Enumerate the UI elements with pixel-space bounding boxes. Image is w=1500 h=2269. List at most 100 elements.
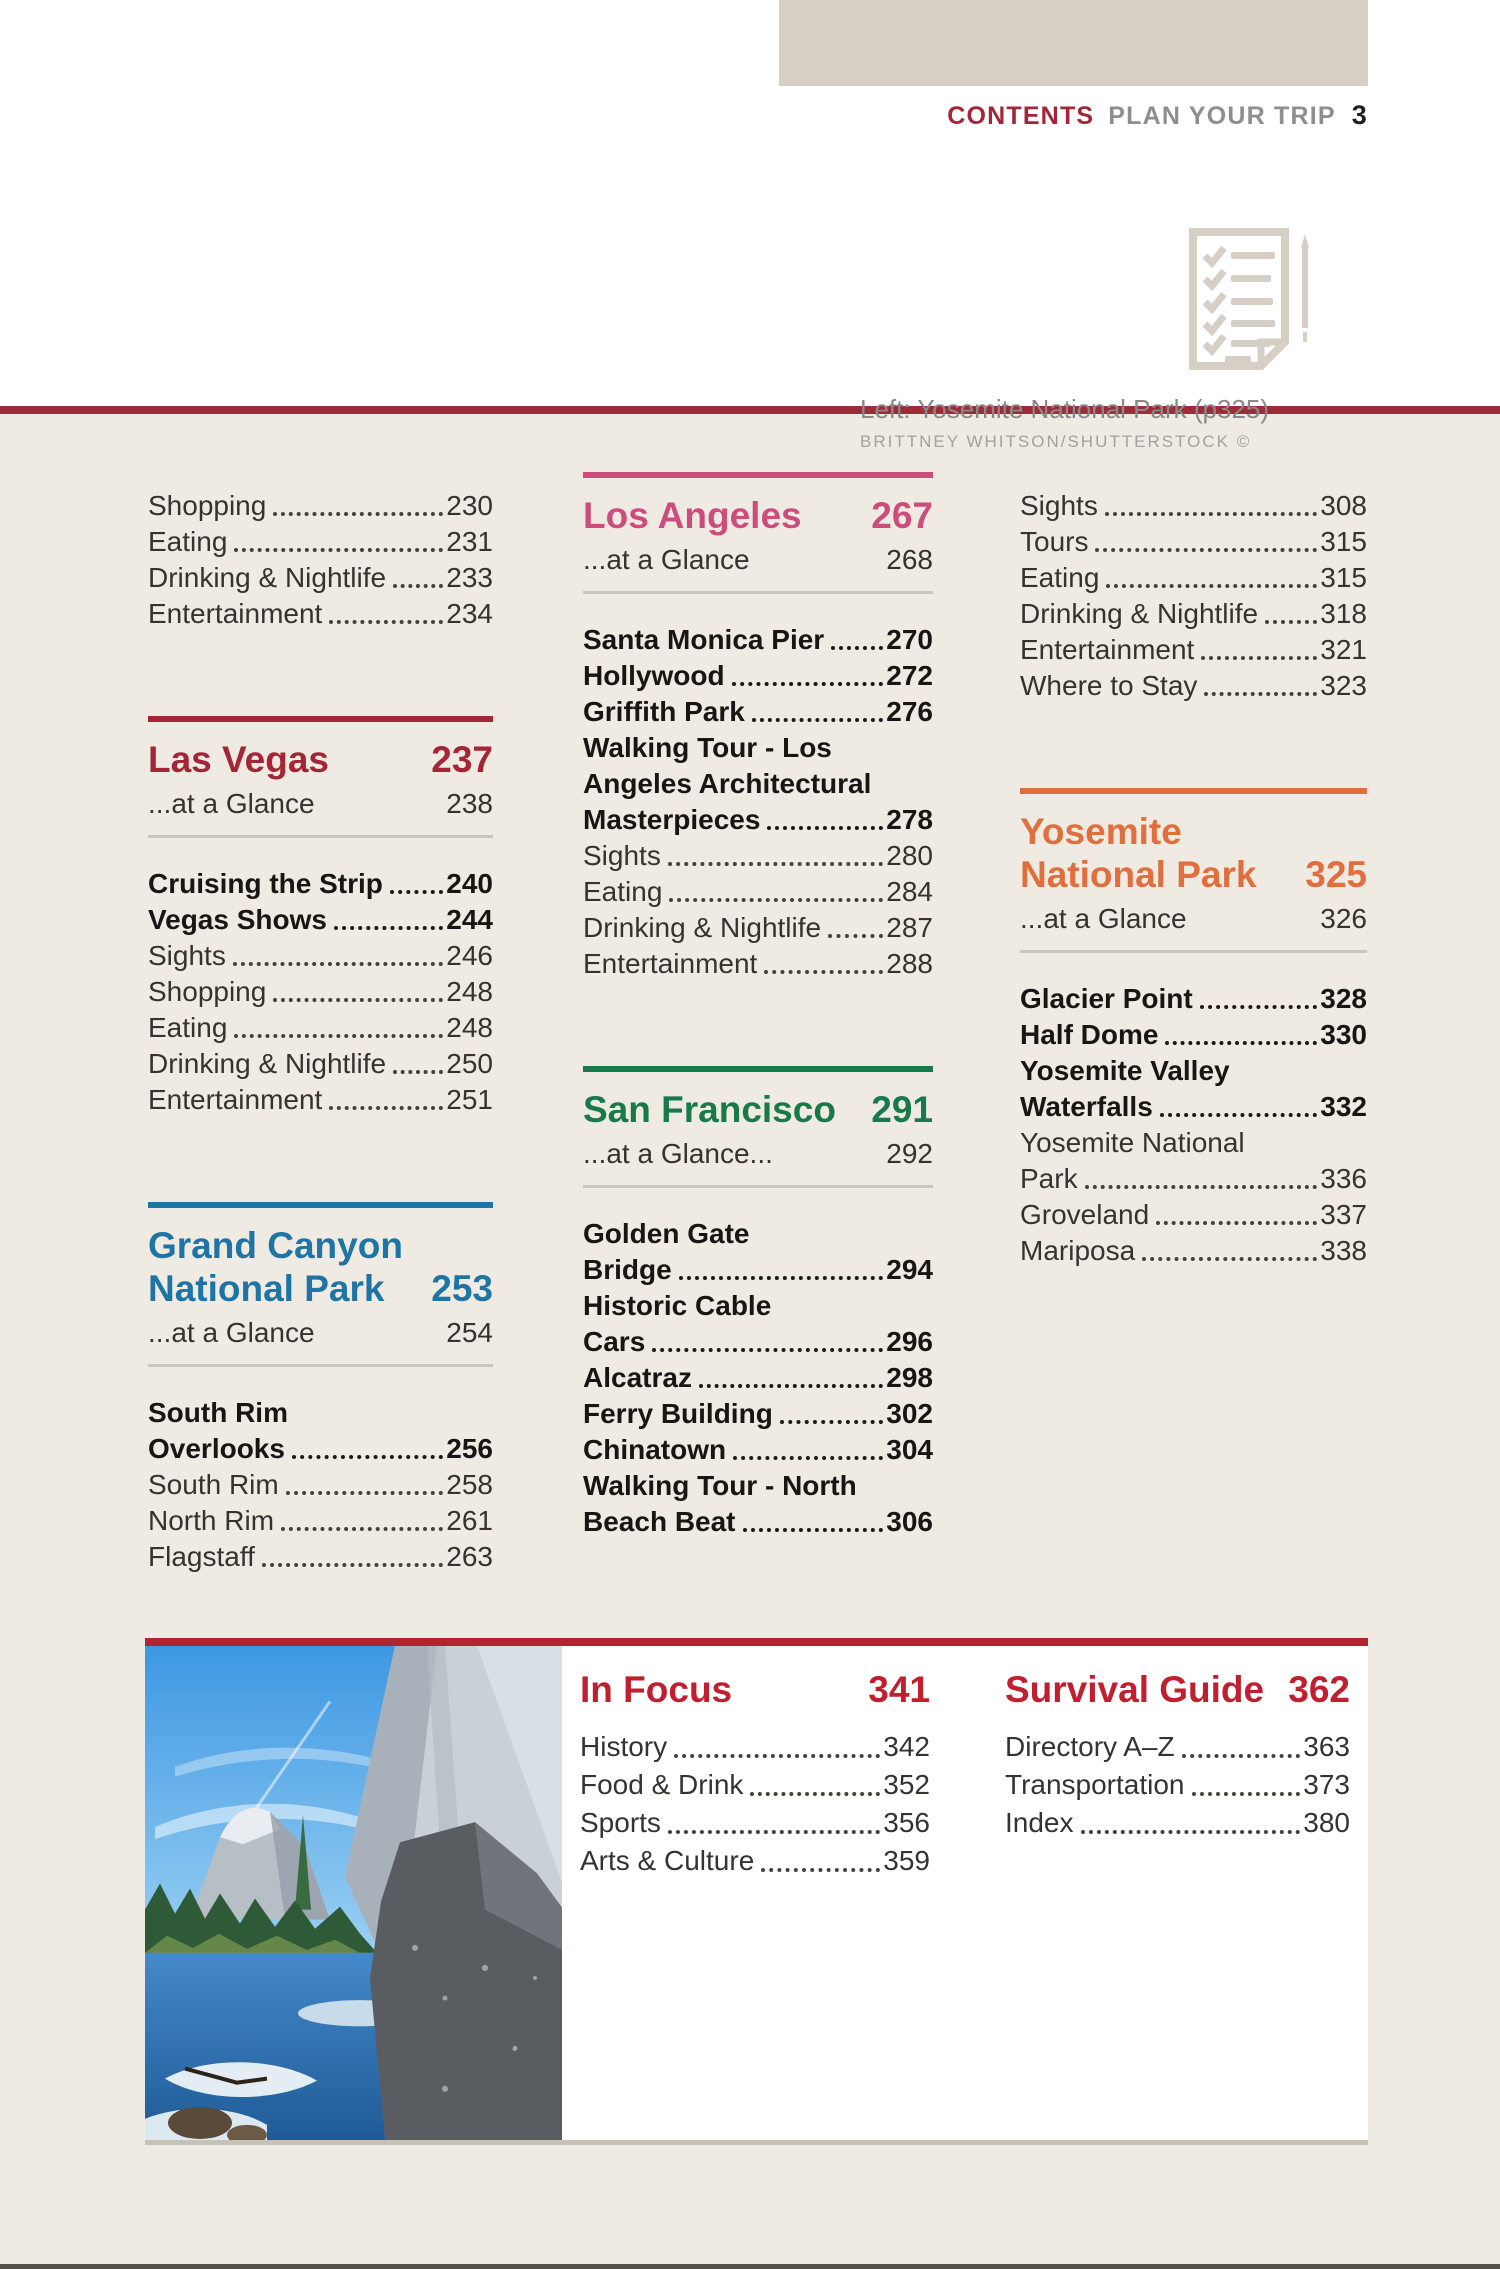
toc-entry-page: 306 — [886, 1506, 933, 1537]
dot-leader — [698, 1384, 884, 1388]
toc-entry: Eating 315 — [1020, 560, 1367, 596]
dot-leader — [1080, 1830, 1301, 1834]
toc-entry-label: Food & Drink — [580, 1769, 744, 1800]
toc-entry-page: 308 — [1320, 490, 1367, 521]
toc-entry: Sports 356 — [580, 1804, 930, 1842]
at-a-glance-row: ...at a Glance... 292 — [583, 1135, 933, 1173]
toc-entry-page: 288 — [886, 948, 933, 979]
toc-entry: Sights 246 — [148, 938, 493, 974]
toc-entry-label: Glacier Point — [1020, 983, 1193, 1014]
toc-entry: Yosemite Valley Waterfalls 332 — [1020, 1053, 1367, 1125]
toc-section-heading: Las Vegas 237 ...at a Glance 238 — [148, 716, 493, 838]
toc-entry: Cruising the Strip 240 — [148, 866, 493, 902]
toc-entry: Tours 315 — [1020, 524, 1367, 560]
toc-entry-page: 296 — [886, 1326, 933, 1357]
toc-entry-label: Shopping — [148, 490, 267, 521]
dot-leader — [1084, 1185, 1318, 1189]
toc-entry-label: Sports — [580, 1807, 661, 1838]
toc-entry: Where to Stay 323 — [1020, 668, 1367, 704]
survival-guide-title: Survival Guide 362 — [1005, 1668, 1350, 1712]
dot-leader — [779, 1420, 884, 1424]
toc-entry: Ferry Building 302 — [583, 1396, 933, 1432]
toc-entry-page: 250 — [446, 1048, 493, 1079]
dot-leader — [393, 1070, 444, 1074]
dot-leader — [273, 512, 444, 516]
dot-leader — [329, 620, 444, 624]
dot-leader — [273, 998, 444, 1002]
toc-entry-label: Tours — [1020, 526, 1089, 557]
toc-entry-page: 304 — [886, 1434, 933, 1465]
section-title: Grand Canyon National Park 253 — [148, 1224, 493, 1310]
toc-entry-label-line: Historic Cable — [583, 1290, 772, 1321]
toc-entry-label: Drinking & Nightlife — [1020, 598, 1259, 629]
toc-column-1: Shopping 230 Eating 231 Drinking & Nightlife… — [148, 488, 493, 1575]
toc-entry: Walking Tour - Los Angeles Architectural M… — [583, 730, 933, 838]
toc-entry: Santa Monica Pier 270 — [583, 622, 933, 658]
dot-leader — [281, 1527, 444, 1531]
in-focus-page: 341 — [868, 1669, 930, 1710]
toc-entry-line: Sports 356 — [580, 1804, 930, 1842]
glance-divider-rule — [583, 1185, 933, 1188]
toc-entry-label: North Rim — [148, 1505, 275, 1536]
toc-entry-page: 323 — [1320, 670, 1367, 701]
toc-entry: Vegas Shows 244 — [148, 902, 493, 938]
toc-entry: Food & Drink 352 — [580, 1766, 930, 1804]
toc-entry: Drinking & Nightlife 233 — [148, 560, 493, 596]
toc-entry-label: Eating — [148, 1012, 228, 1043]
toc-entry-label-line: Yosemite Valley — [1020, 1055, 1230, 1086]
dot-leader — [1201, 656, 1318, 660]
toc-entry-label: Park — [1020, 1163, 1078, 1194]
toc-entry-label: Eating — [1020, 562, 1100, 593]
toc-entry-line: Chinatown 304 — [583, 1432, 933, 1468]
toc-entry-line: Shopping 248 — [148, 974, 493, 1010]
section-accent-rule — [1020, 788, 1367, 794]
toc-entry-page: 231 — [446, 526, 493, 557]
toc-entry: South Rim 258 — [148, 1467, 493, 1503]
dot-leader — [733, 1456, 884, 1460]
dot-leader — [1165, 1041, 1318, 1045]
toc-entry-label: Drinking & Nightlife — [148, 1048, 387, 1079]
toc-entry-page: 258 — [446, 1469, 493, 1500]
dot-leader — [1142, 1257, 1318, 1261]
toc-entry-page: 240 — [446, 868, 493, 899]
section-title-text: San Francisco — [583, 1089, 836, 1130]
toc-entry-label: History — [580, 1731, 668, 1762]
in-focus-column: In Focus 341 History 342 Food & Drink 352 Spor… — [580, 1668, 930, 1880]
dot-leader — [1159, 1113, 1318, 1117]
toc-entry-page: 298 — [886, 1362, 933, 1393]
toc-entry: Golden Gate Bridge 294 — [583, 1216, 933, 1288]
dot-leader — [234, 1034, 444, 1038]
toc-entry-line: Sights 246 — [148, 938, 493, 974]
toc-entry-label: Entertainment — [148, 598, 323, 629]
toc-entry-label: Cruising the Strip — [148, 868, 383, 899]
section-accent-rule — [583, 1066, 933, 1072]
dot-leader — [333, 926, 444, 930]
dot-leader — [678, 1276, 884, 1280]
toc-entry-line: Park 336 — [1020, 1161, 1367, 1197]
header-divider-rule — [0, 406, 1500, 414]
toc-entry-line: Drinking & Nightlife 250 — [148, 1046, 493, 1082]
toc-entry-page: 263 — [446, 1541, 493, 1572]
survival-guide-page: 362 — [1288, 1669, 1350, 1710]
toc-section-heading: San Francisco 291 ...at a Glance... 292 — [583, 1066, 933, 1188]
toc-entry-line: Index 380 — [1005, 1804, 1350, 1842]
toc-entry-line: Transportation 373 — [1005, 1766, 1350, 1804]
dot-leader — [742, 1528, 884, 1532]
toc-entry-label-line: Walking Tour - Los — [583, 732, 832, 763]
toc-entry: Hollywood 272 — [583, 658, 933, 694]
toc-entry-label: Half Dome — [1020, 1019, 1159, 1050]
at-a-glance-page: 254 — [446, 1317, 493, 1348]
toc-entry-page: 246 — [446, 940, 493, 971]
toc-entry-line: Eating 231 — [148, 524, 493, 560]
toc-entry-page: 321 — [1320, 634, 1367, 665]
toc-entry: Eating 284 — [583, 874, 933, 910]
toc-entry-page: 230 — [446, 490, 493, 521]
dot-leader — [767, 826, 884, 830]
toc-entry: Entertainment 251 — [148, 1082, 493, 1118]
dot-leader — [1204, 692, 1318, 696]
section-title: Los Angeles 267 — [583, 494, 933, 537]
toc-entry-page: 294 — [886, 1254, 933, 1285]
at-a-glance-label: ...at a Glance — [148, 1317, 315, 1348]
section-title: San Francisco 291 — [583, 1088, 933, 1131]
